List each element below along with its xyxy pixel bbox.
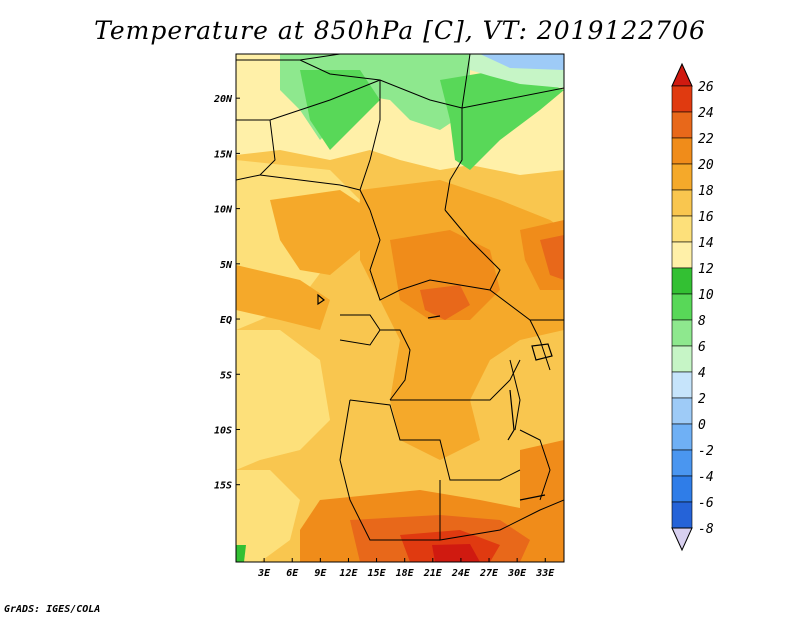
colorbar-box	[671, 215, 693, 243]
lon-tick-label: 21E	[423, 568, 443, 579]
lon-tick-label: 27E	[479, 568, 499, 579]
colorbar-label: 8	[698, 314, 706, 329]
colorbar-label: 24	[698, 106, 714, 121]
colorbar-box	[671, 319, 693, 347]
lat-tick-label: 20N	[213, 94, 233, 105]
colorbar-label: 0	[698, 418, 706, 433]
colorbar-label: 6	[698, 340, 706, 355]
colorbar-box	[671, 137, 693, 165]
colorbar-box	[671, 111, 693, 139]
colorbar-label: 14	[698, 236, 714, 251]
lon-tick-label: 30E	[507, 568, 527, 579]
colorbar-top-triangle	[671, 62, 693, 87]
colorbar-label: -4	[698, 470, 714, 485]
field-peak	[432, 544, 480, 562]
colorbar-label: 4	[698, 366, 706, 381]
colorbar-label: 2	[698, 392, 706, 407]
colorbar-box	[671, 475, 693, 503]
colorbar-bottom-triangle	[671, 527, 693, 552]
colorbar-box	[671, 345, 693, 373]
lon-tick-label: 24E	[451, 568, 471, 579]
field-green-dark	[300, 70, 380, 150]
country-borders	[236, 54, 564, 541]
colorbar-label: 22	[698, 132, 714, 147]
colorbar-label: -2	[698, 444, 714, 459]
colorbar-box	[671, 85, 693, 113]
lon-tick-label: 3E	[257, 568, 271, 579]
colorbar-label: 18	[698, 184, 714, 199]
colorbar-label: -6	[698, 496, 714, 511]
map-frame	[235, 53, 565, 563]
colorbar-box	[671, 371, 693, 399]
colorbar-label: 10	[698, 288, 714, 303]
grads-credit: GrADS: IGES/COLA	[4, 604, 101, 615]
map-title: Temperature at 850hPa [C], VT: 201912270…	[94, 16, 706, 45]
lat-tick-label: 15S	[214, 481, 232, 492]
colorbar-box	[671, 501, 693, 529]
field-green-east	[440, 70, 564, 170]
lon-tick-label: 18E	[396, 568, 415, 579]
colorbar-box	[671, 189, 693, 217]
lat-tick-label: 5S	[220, 370, 232, 381]
colorbar-box	[671, 163, 693, 191]
lat-tick-label: 10N	[214, 205, 233, 216]
lat-tick-label: EQ	[220, 315, 232, 326]
map-axes: 3E 6E 9E 12E 15E 18E 21E 24E 27E 30E 33E 20N 15N 10N 5…	[213, 94, 555, 579]
colorbar-box	[671, 423, 693, 451]
lon-tick-label: 9E	[314, 568, 327, 579]
colorbar-label: 12	[698, 262, 714, 277]
field-atlantic-coast	[236, 330, 330, 470]
lon-tick-label: 15E	[368, 568, 387, 579]
colorbar-box	[671, 397, 693, 425]
colorbar-label: -8	[698, 522, 714, 537]
field-orange-gulf	[236, 265, 330, 330]
colorbar-box	[671, 241, 693, 269]
lat-tick-label: 15N	[214, 149, 233, 160]
field-dark-orange-car	[390, 230, 500, 320]
lat-tick-label: 10S	[214, 425, 232, 436]
lake-outlines	[317, 293, 553, 501]
field-hot-car	[420, 285, 470, 320]
colorbar-box	[671, 267, 693, 295]
colorbar-boxes	[671, 62, 693, 552]
lon-tick-label: 12E	[339, 568, 358, 579]
field-orange-west	[270, 190, 370, 275]
colorbar-box	[671, 293, 693, 321]
lon-tick-label: 6E	[286, 568, 299, 579]
field-hot-east	[540, 235, 564, 280]
lon-tick-label: 33E	[535, 568, 555, 579]
colorbar-box	[671, 449, 693, 477]
colorbar-label: 26	[698, 80, 714, 95]
temperature-field	[236, 54, 564, 562]
colorbar-label: 16	[698, 210, 714, 225]
field-green-sw	[236, 545, 246, 562]
field-southwest	[236, 470, 300, 562]
field-blue-ne	[480, 54, 564, 70]
lat-tick-label: 5N	[220, 260, 233, 271]
colorbar-label: 20	[698, 158, 714, 173]
